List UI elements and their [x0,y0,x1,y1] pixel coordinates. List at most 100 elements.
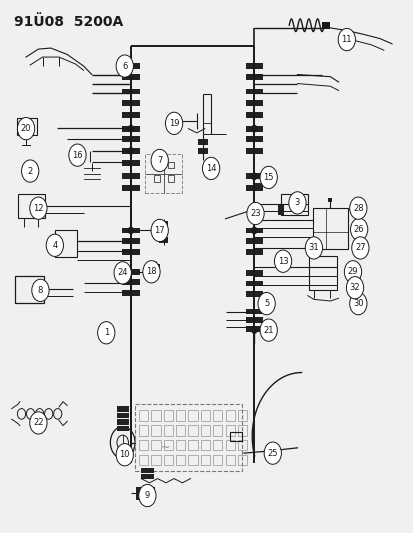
Bar [245,126,262,132]
Text: 25: 25 [267,449,278,458]
Text: 7: 7 [157,156,162,165]
Bar [122,74,139,79]
Bar [245,326,262,332]
Bar [245,228,262,233]
Bar [245,112,262,118]
Bar [237,455,246,465]
Bar [200,455,209,465]
Circle shape [116,55,133,77]
Bar [141,474,153,479]
Circle shape [165,112,182,134]
Circle shape [344,261,361,283]
Bar [237,425,246,435]
Bar [139,440,148,450]
Circle shape [138,484,156,507]
Bar [245,74,262,79]
Bar [245,238,262,244]
Bar [229,432,241,441]
Text: 19: 19 [169,119,179,128]
Circle shape [259,166,277,189]
Circle shape [304,237,322,259]
Bar [141,468,153,473]
Text: 11: 11 [341,35,351,44]
Bar [164,440,173,450]
Circle shape [349,197,366,219]
Bar [122,290,139,296]
Bar [225,425,234,435]
Bar [116,407,128,412]
Circle shape [251,327,256,333]
Text: 17: 17 [154,226,165,235]
Text: 28: 28 [352,204,363,213]
Circle shape [128,148,133,154]
Circle shape [30,197,47,219]
Circle shape [151,149,168,172]
Bar [168,162,174,168]
Bar [122,249,139,255]
Bar [280,195,307,215]
Bar [277,210,283,215]
Bar [176,410,185,421]
Circle shape [151,219,168,241]
Circle shape [202,157,219,180]
Circle shape [114,262,131,284]
Text: 2: 2 [28,166,33,175]
Bar [122,126,139,132]
Text: 16: 16 [72,151,83,160]
Text: 31: 31 [308,244,318,253]
Bar [245,309,262,314]
Bar [213,455,222,465]
Circle shape [251,227,256,233]
Bar [139,425,148,435]
Bar [188,440,197,450]
Bar [197,148,207,154]
Bar [159,221,168,227]
Bar [122,185,139,191]
Circle shape [30,412,47,434]
Bar [308,256,336,290]
Circle shape [259,319,277,341]
Text: 21: 21 [263,326,273,335]
Bar [159,237,168,243]
Bar [237,440,246,450]
Circle shape [346,277,363,299]
Bar [116,419,128,424]
Text: 15: 15 [263,173,273,182]
Text: 10: 10 [119,450,130,459]
Bar [245,136,262,142]
Circle shape [128,125,133,132]
Bar [245,173,262,179]
Circle shape [257,293,275,315]
Circle shape [46,234,63,256]
Bar [122,63,139,69]
Bar [151,410,160,421]
Bar [139,410,148,421]
Bar [225,440,234,450]
Bar [122,173,139,179]
Text: 13: 13 [277,257,288,265]
Bar [245,249,262,255]
Bar [164,455,173,465]
Bar [200,440,209,450]
Bar [136,494,154,500]
Text: 32: 32 [349,283,359,292]
Bar [225,455,234,465]
Bar [159,229,168,235]
Bar [225,410,234,421]
Text: 27: 27 [354,244,365,253]
Bar [55,230,77,257]
Bar [122,228,139,233]
Bar [122,238,139,244]
Bar [122,88,139,94]
Bar [245,317,262,322]
Bar [139,455,148,465]
Circle shape [246,203,263,224]
Bar [245,63,262,69]
Bar [168,175,174,182]
Text: 30: 30 [352,299,363,308]
Circle shape [351,237,368,259]
Bar [237,410,246,421]
Bar [164,425,173,435]
Bar [145,154,182,193]
Text: 8: 8 [38,286,43,295]
